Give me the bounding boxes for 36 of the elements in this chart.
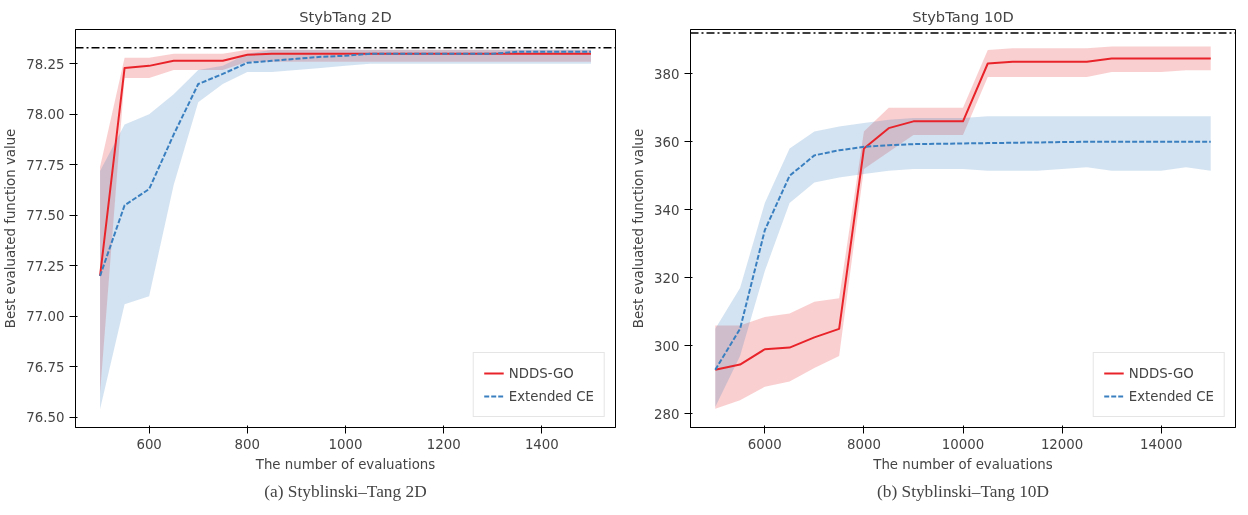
- y-tick-label: 76.50: [26, 410, 65, 426]
- x-tick-label: 600: [136, 436, 162, 452]
- x-tick-label: 10000: [941, 436, 985, 452]
- chart-title: StybTang 10D: [912, 7, 1014, 25]
- y-tick-label: 77.25: [26, 258, 65, 274]
- y-tick-label: 76.75: [26, 359, 65, 375]
- y-tick-label: 380: [654, 66, 680, 82]
- legend-label: Extended CE: [1128, 388, 1214, 404]
- y-tick-label: 78.00: [26, 107, 65, 123]
- x-tick-label: 12000: [1040, 436, 1084, 452]
- y-axis-title: Best evaluated function value: [631, 128, 647, 329]
- y-tick-label: 77.50: [26, 208, 65, 224]
- x-tick-label: 1200: [426, 436, 461, 452]
- y-tick-label: 280: [654, 406, 680, 422]
- x-tick-label: 800: [234, 436, 261, 452]
- y-tick-label: 300: [654, 338, 680, 354]
- x-tick-label: 1400: [524, 436, 559, 452]
- chart-title: StybTang 2D: [299, 7, 392, 25]
- y-tick-label: 320: [654, 270, 680, 286]
- x-tick-label: 6000: [747, 436, 782, 452]
- legend-label: NDDS-GO: [1128, 365, 1194, 381]
- y-tick-label: 77.75: [26, 157, 65, 173]
- legend-label: Extended CE: [508, 388, 594, 404]
- text: (b) Styblinski–Tang 10D: [876, 481, 1050, 501]
- x-tick-label: 1000: [328, 436, 363, 452]
- y-axis-title: Best evaluated function value: [3, 128, 19, 329]
- y-tick-label: 78.25: [26, 56, 65, 72]
- y-tick-label: 77.00: [26, 309, 65, 325]
- legend-label: NDDS-GO: [508, 365, 574, 381]
- x-axis-title: The number of evaluations: [254, 456, 436, 472]
- x-axis-title: The number of evaluations: [872, 456, 1053, 472]
- y-tick-label: 360: [654, 134, 680, 150]
- x-tick-label: 14000: [1139, 436, 1183, 452]
- text: (a) Styblinski–Tang 2D: [264, 481, 427, 501]
- y-tick-label: 340: [654, 202, 680, 218]
- x-tick-label: 8000: [846, 436, 881, 452]
